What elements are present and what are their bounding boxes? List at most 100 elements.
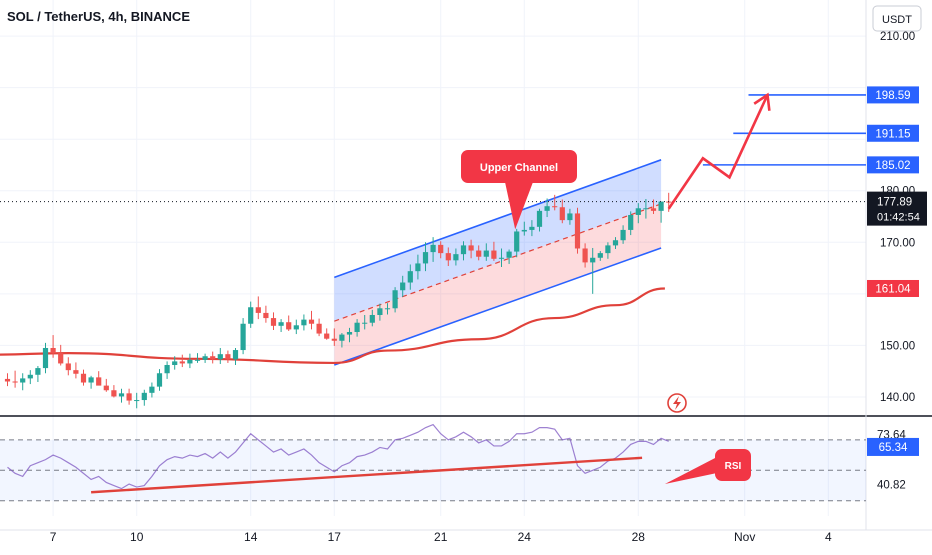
candle: [202, 353, 208, 363]
current-price-badge: [867, 191, 927, 226]
price-tick-label: 140.00: [880, 392, 915, 404]
candle-body: [255, 307, 261, 313]
candle: [73, 362, 79, 379]
lightning-icon[interactable]: [667, 393, 687, 413]
candle-body: [605, 245, 611, 254]
currency-button-label: USDT: [882, 14, 912, 26]
candle: [650, 199, 657, 214]
candle-body: [217, 354, 223, 360]
time-axis[interactable]: 7 10 14 17 21 24 28 Nov 4: [50, 530, 832, 544]
candle-body: [430, 244, 436, 253]
candle-body: [392, 290, 398, 309]
candle-body: [270, 318, 277, 326]
candle-body: [134, 400, 140, 402]
channel-upper-fill: [334, 159, 662, 322]
candle: [582, 243, 588, 268]
channel-lower-line: [334, 247, 662, 366]
axis-bg: [866, 0, 932, 550]
time-tick-label: 24: [518, 530, 532, 544]
rsi-line: [7, 423, 669, 490]
target-price-badge: [867, 86, 919, 104]
candle: [134, 392, 140, 409]
candles: [0, 192, 866, 409]
candle-body: [96, 377, 102, 386]
candle: [255, 296, 261, 320]
candle-body: [643, 208, 649, 210]
callout-pointer: [505, 182, 533, 230]
candle: [103, 378, 109, 392]
candle-body: [339, 334, 345, 341]
callout-pointer-rsi: [664, 457, 717, 485]
candle: [111, 385, 117, 398]
current-price-label: 177.89: [877, 197, 912, 209]
candle-body: [65, 363, 71, 371]
candle: [35, 366, 41, 383]
candle-body: [35, 368, 41, 375]
candle-body: [574, 213, 581, 249]
candle: [460, 241, 467, 261]
candle-body: [172, 361, 178, 365]
target-price-badge-label: 191.15: [875, 128, 910, 140]
candle-body: [483, 250, 489, 257]
candle: [80, 369, 87, 386]
candle-body: [73, 370, 79, 374]
candle-body: [12, 381, 18, 383]
candle: [12, 370, 18, 388]
callout-upper-channel-label: Upper Channel: [480, 162, 558, 174]
candle: [58, 344, 64, 366]
candle: [498, 248, 505, 268]
candle: [316, 318, 322, 337]
channel-upper-line: [334, 159, 662, 279]
target-price-badge: [867, 156, 919, 174]
moving-average-line: [0, 287, 665, 365]
candle-body: [149, 386, 155, 393]
candle-body: [491, 250, 497, 259]
candle: [521, 221, 527, 236]
candle: [210, 351, 216, 364]
candle-body: [384, 308, 391, 310]
candle-body: [552, 206, 558, 208]
candle-body: [126, 393, 132, 401]
candle: [400, 275, 406, 297]
candle: [468, 239, 474, 259]
candle: [20, 373, 26, 391]
candle-body: [422, 252, 429, 264]
candle-body: [118, 393, 125, 397]
price-axis[interactable]: 140.00150.00170.00180.00210.00185.02191.…: [866, 0, 932, 550]
candle: [286, 315, 292, 331]
candle: [643, 198, 649, 219]
candle-body: [650, 208, 657, 211]
candle-body: [567, 213, 573, 221]
annotations: Upper Channel RSI: [461, 150, 751, 485]
candle: [415, 254, 421, 280]
candle-body: [453, 254, 459, 261]
candle: [483, 243, 489, 261]
candle-body: [438, 244, 444, 254]
candle: [225, 350, 231, 363]
candle: [362, 314, 368, 330]
currency-button[interactable]: [872, 5, 922, 32]
candle-body: [597, 253, 603, 258]
candle-body: [141, 392, 147, 401]
candle: [612, 237, 619, 249]
time-tick-label: 28: [632, 530, 646, 544]
candle: [369, 309, 375, 327]
candle: [65, 357, 71, 376]
candle-body: [210, 356, 216, 360]
candle-body: [460, 245, 467, 255]
candle: [263, 305, 269, 323]
candle: [187, 353, 193, 369]
candle-body: [187, 359, 193, 364]
candle: [156, 369, 163, 391]
candle-body: [111, 390, 117, 397]
rsi-tick-label: 40.82: [877, 479, 906, 491]
candle: [506, 249, 512, 264]
candle-body: [400, 282, 406, 291]
candle: [430, 237, 436, 262]
candle-body: [582, 248, 588, 263]
channel-mid-line: [334, 203, 662, 322]
candle-body: [506, 251, 512, 258]
candle: [529, 220, 535, 237]
